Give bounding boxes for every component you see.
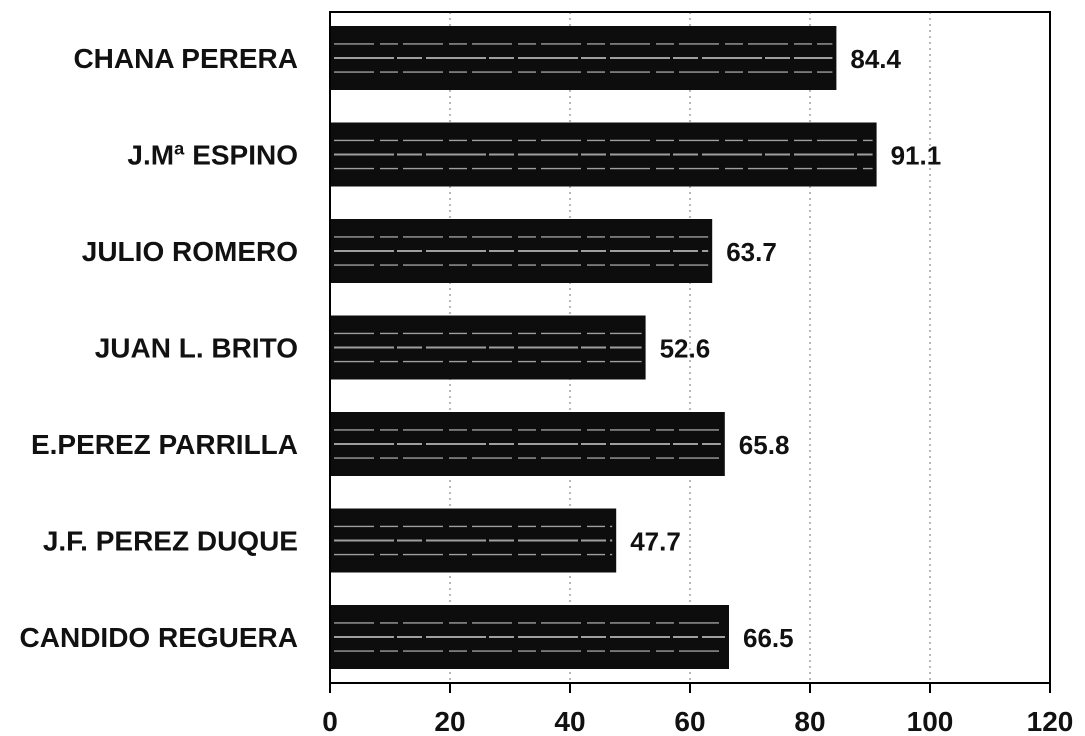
x-tick-label: 80 (794, 706, 825, 736)
bar (330, 26, 837, 90)
bars (330, 26, 877, 669)
value-label: 65.8 (739, 430, 790, 460)
category-label: J.F. PEREZ DUQUE (43, 526, 298, 557)
labels: CHANA PERERA 84.4 J.Mª ESPINO 91.1 JULIO ROM… (20, 43, 1074, 736)
bar (330, 508, 617, 573)
value-label: 47.7 (630, 527, 681, 557)
bar (330, 122, 877, 187)
plot-frame (329, 11, 1051, 693)
value-label: 52.6 (660, 334, 711, 364)
value-label: 91.1 (891, 141, 942, 171)
category-label: E.PEREZ PARRILLA (31, 429, 298, 460)
category-label: CANDIDO REGUERA (20, 622, 298, 653)
value-label: 84.4 (850, 44, 901, 74)
x-tick-label: 20 (434, 706, 465, 736)
category-label: JULIO ROMERO (82, 236, 298, 267)
category-label: JUAN L. BRITO (95, 333, 298, 364)
category-label: CHANA PERERA (73, 43, 298, 74)
value-label: 66.5 (743, 623, 794, 653)
x-tick-label: 0 (322, 706, 338, 736)
category-label: J.Mª ESPINO (127, 140, 298, 171)
x-tick-label: 60 (674, 706, 705, 736)
bar (330, 412, 725, 476)
value-label: 63.7 (726, 237, 777, 267)
bar (330, 219, 713, 283)
x-tick-label: 100 (907, 706, 954, 736)
x-tick-label: 40 (554, 706, 585, 736)
bar (330, 315, 646, 380)
bar (330, 605, 729, 669)
x-tick-label: 120 (1027, 706, 1074, 736)
